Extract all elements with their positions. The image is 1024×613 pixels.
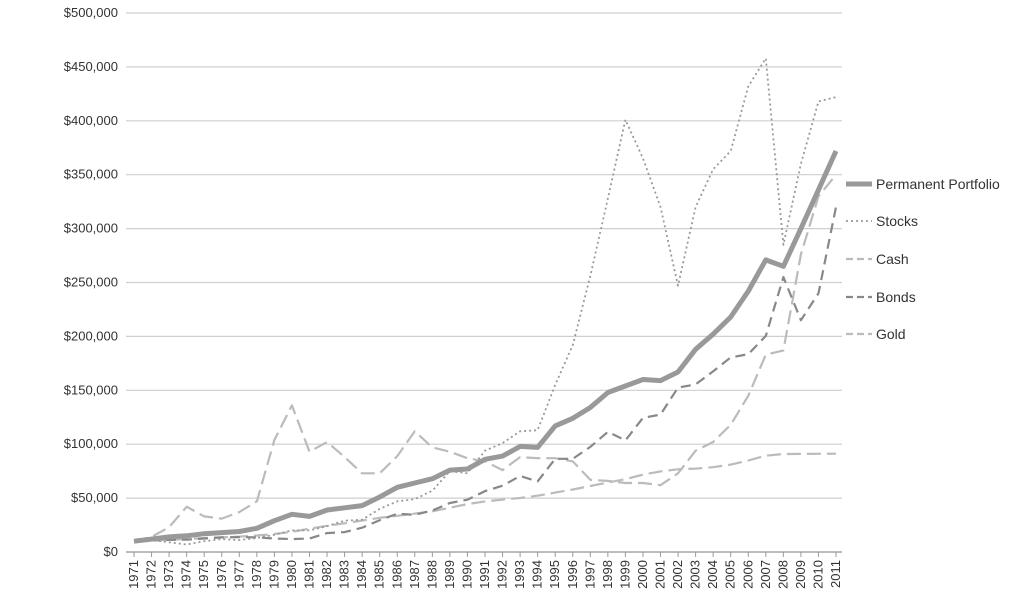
x-tick-label: 2006: [740, 560, 755, 589]
legend-label: Bonds: [876, 289, 916, 305]
x-tick-label: 1981: [302, 560, 317, 589]
y-tick-label: $500,000: [64, 5, 118, 20]
x-tick-label: 1972: [144, 560, 159, 589]
legend-label: Permanent Portfolio: [876, 176, 1000, 192]
x-tick-label: 1988: [424, 560, 439, 589]
x-tick-label: 1996: [565, 560, 580, 589]
x-tick-label: 2003: [688, 560, 703, 589]
y-tick-label: $250,000: [64, 275, 118, 290]
x-tick-label: 2008: [775, 560, 790, 589]
x-tick-label: 1980: [284, 560, 299, 589]
x-tick-label: 1971: [126, 560, 141, 589]
x-tick-label: 2010: [810, 560, 825, 589]
x-tick-label: 2002: [670, 560, 685, 589]
x-tick-label: 2011: [828, 560, 843, 588]
y-tick-label: $0: [104, 544, 118, 559]
series-line-bonds: [134, 207, 836, 541]
y-tick-label: $450,000: [64, 59, 118, 74]
y-tick-label: $50,000: [71, 490, 118, 505]
x-tick-label: 1991: [477, 560, 492, 589]
x-tick-label: 1993: [512, 560, 527, 589]
x-tick-label: 1997: [582, 560, 597, 589]
x-tick-label: 1985: [372, 560, 387, 589]
x-tick-label: 2007: [758, 560, 773, 589]
x-tick-label: 2009: [793, 560, 808, 589]
x-axis-tick-labels: 1971 1972 1973 1974 1975 1976 1977 1978 1979 1980…: [126, 552, 843, 589]
x-tick-label: 2004: [705, 560, 720, 589]
y-tick-label: $100,000: [64, 436, 118, 451]
legend: Permanent Portfolio Stocks Cash Bonds Gold: [846, 176, 1000, 342]
x-tick-label: 2005: [723, 560, 738, 589]
x-tick-label: 1975: [196, 560, 211, 589]
grid: [126, 13, 842, 552]
x-tick-label: 1995: [547, 560, 562, 589]
y-tick-label: $200,000: [64, 328, 118, 343]
series-line-gold: [134, 175, 836, 542]
x-tick-label: 1987: [407, 560, 422, 589]
x-tick-label: 1974: [179, 560, 194, 589]
x-tick-label: 1999: [617, 560, 632, 589]
y-tick-label: $300,000: [64, 221, 118, 236]
legend-label: Gold: [876, 326, 906, 342]
x-tick-label: 1994: [530, 560, 545, 589]
x-tick-label: 1986: [389, 560, 404, 589]
y-tick-label: $400,000: [64, 113, 118, 128]
x-tick-label: 1983: [337, 560, 352, 589]
x-tick-label: 1979: [266, 560, 281, 589]
x-tick-label: 1977: [231, 560, 246, 589]
legend-label: Stocks: [876, 213, 918, 229]
x-tick-label: 2000: [635, 560, 650, 589]
x-tick-label: 1984: [354, 560, 369, 589]
x-tick-label: 1989: [442, 560, 457, 589]
y-tick-label: $350,000: [64, 167, 118, 182]
x-tick-label: 1973: [161, 560, 176, 589]
x-tick-label: 1978: [249, 560, 264, 589]
x-tick-label: 1976: [214, 560, 229, 589]
series-lines: [134, 58, 836, 544]
y-axis-tick-labels: $0 $50,000 $100,000 $150,000 $200,000 $250,00…: [64, 5, 118, 559]
y-tick-label: $150,000: [64, 382, 118, 397]
legend-label: Cash: [876, 251, 909, 267]
x-tick-label: 2001: [653, 560, 668, 589]
x-tick-label: 1998: [600, 560, 615, 589]
series-line-cash: [134, 454, 836, 542]
x-tick-label: 1992: [495, 560, 510, 589]
series-line-permanent-portfolio: [134, 151, 836, 541]
x-tick-label: 1982: [319, 560, 334, 589]
series-line-stocks: [134, 58, 836, 544]
x-tick-label: 1990: [459, 560, 474, 589]
